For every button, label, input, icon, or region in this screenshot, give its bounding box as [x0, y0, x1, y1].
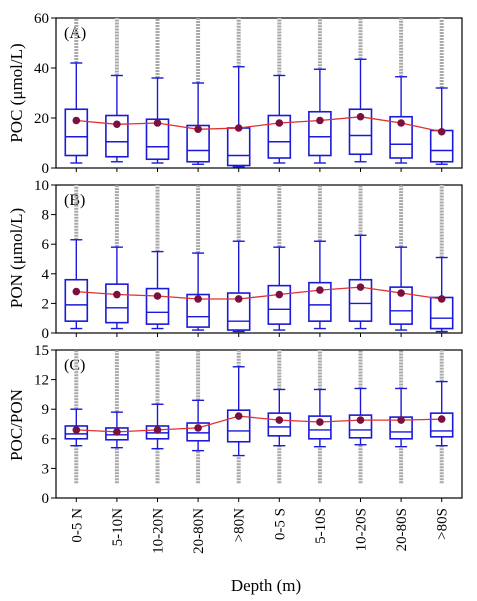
panel-b-box [64, 278, 89, 322]
xtick-label-3: 20-80N [191, 508, 207, 554]
panel-a-mean-point [437, 127, 446, 136]
xtick-label-7: 10-20S [354, 508, 370, 551]
xtick-label-5: 0-5 S [272, 508, 288, 540]
panel-a-ytick-label: 0 [42, 161, 50, 177]
xtick-label-2: 10-20N [151, 508, 167, 554]
panel-a-mean-point [153, 119, 162, 127]
xtick-label-9: >80S [435, 508, 451, 540]
panel-c-box [267, 412, 292, 437]
panel-a-box [308, 110, 332, 157]
panel-b-mean-point [437, 295, 446, 303]
panel-b-mean-point [153, 292, 162, 300]
panel-b-mean-point [275, 290, 284, 299]
panel-c-ytick-label: 15 [34, 343, 49, 359]
panel-b-box [308, 281, 332, 322]
panel-b-ytick-label: 2 [42, 296, 50, 312]
xtick-label-6: 5-10S [313, 508, 329, 544]
panel-c-ytick-label: 3 [42, 461, 50, 477]
panel-a-box [105, 114, 129, 158]
panel-c-ytick-label: 6 [42, 432, 50, 448]
panel-c-mean-point [113, 428, 121, 436]
panel-a-box [226, 127, 251, 167]
xtick-label-1: 5-10N [110, 508, 126, 546]
panel-c-mean-point [437, 415, 446, 423]
panel-c-mean-point [72, 426, 81, 434]
panel-a-box [267, 114, 292, 159]
panel-c-mean-line [76, 415, 442, 433]
ylabel-panel-b: PON (μmol/L) [7, 208, 26, 308]
panel-a-ytick-label: 40 [34, 61, 49, 77]
panel-a-mean-point [113, 120, 121, 129]
panel-a-mean-point [356, 112, 365, 121]
panel-c-mean-point [356, 416, 365, 424]
panel-a-frame [55, 17, 463, 169]
panel-b-mean-line [76, 286, 442, 300]
panel-a-label: (A) [64, 25, 86, 42]
xtick-label-0: 0-5 N [69, 508, 85, 543]
panel-b-mean-point [194, 295, 202, 303]
panel-c-mean-point [316, 418, 324, 426]
panel-a-mean-line [76, 116, 442, 133]
panel-b-mean-point [113, 290, 121, 299]
panel-c-ytick-label: 9 [42, 402, 50, 418]
panel-c-mean-point [194, 424, 202, 432]
panel-b-mean-point [316, 286, 324, 294]
panel-a-mean-point [234, 124, 243, 132]
panel-b-ytick-label: 10 [34, 178, 49, 194]
xtick-label-8: 20-80S [394, 508, 410, 551]
panel-b-box [348, 278, 373, 322]
panel-b-ytick-label: 6 [42, 237, 50, 253]
panel-b-frame [55, 184, 463, 334]
panel-a-mean-point [316, 116, 324, 125]
panel-b-mean-point [397, 289, 405, 297]
panel-a-box [348, 108, 373, 156]
panel-a-ytick-label: 60 [34, 11, 49, 27]
panel-c-mean-point [234, 412, 243, 420]
panel-a-ytick-label: 20 [34, 111, 49, 127]
panel-c-ytick-label: 0 [42, 491, 50, 507]
panel-b-mean-point [234, 295, 243, 303]
panel-b-box [186, 293, 210, 328]
panel-b-box [105, 283, 129, 324]
panel-b-mean-point [356, 283, 365, 291]
xlabel-depth: Depth (m) [231, 576, 301, 595]
panel-b-box [389, 286, 413, 325]
panel-a-mean-point [275, 119, 284, 127]
panel-a-mean-point [397, 119, 405, 127]
panel-b-ytick-label: 8 [42, 208, 50, 224]
panel-b-ytick-label: 4 [42, 267, 50, 283]
panel-a-mean-point [72, 116, 81, 125]
panel-c-frame [55, 349, 463, 499]
panel-c-mean-point [153, 426, 162, 434]
panel-c-ytick-label: 12 [34, 373, 49, 389]
panel-c-mean-point [397, 416, 405, 424]
panel-b-mean-point [72, 287, 81, 296]
panel-a-box [64, 108, 89, 157]
panel-c-box [186, 422, 210, 442]
ylabel-panel-c: POC/PON [7, 389, 26, 461]
panel-a-mean-point [194, 125, 202, 134]
panel-b-ytick-label: 0 [42, 326, 50, 342]
ylabel-panel-a: POC (μmol/L) [7, 43, 26, 142]
xtick-label-4: >80N [232, 508, 248, 542]
panel-a-box [389, 115, 413, 159]
panel-b-box [145, 287, 170, 325]
panel-c-mean-point [275, 416, 284, 424]
